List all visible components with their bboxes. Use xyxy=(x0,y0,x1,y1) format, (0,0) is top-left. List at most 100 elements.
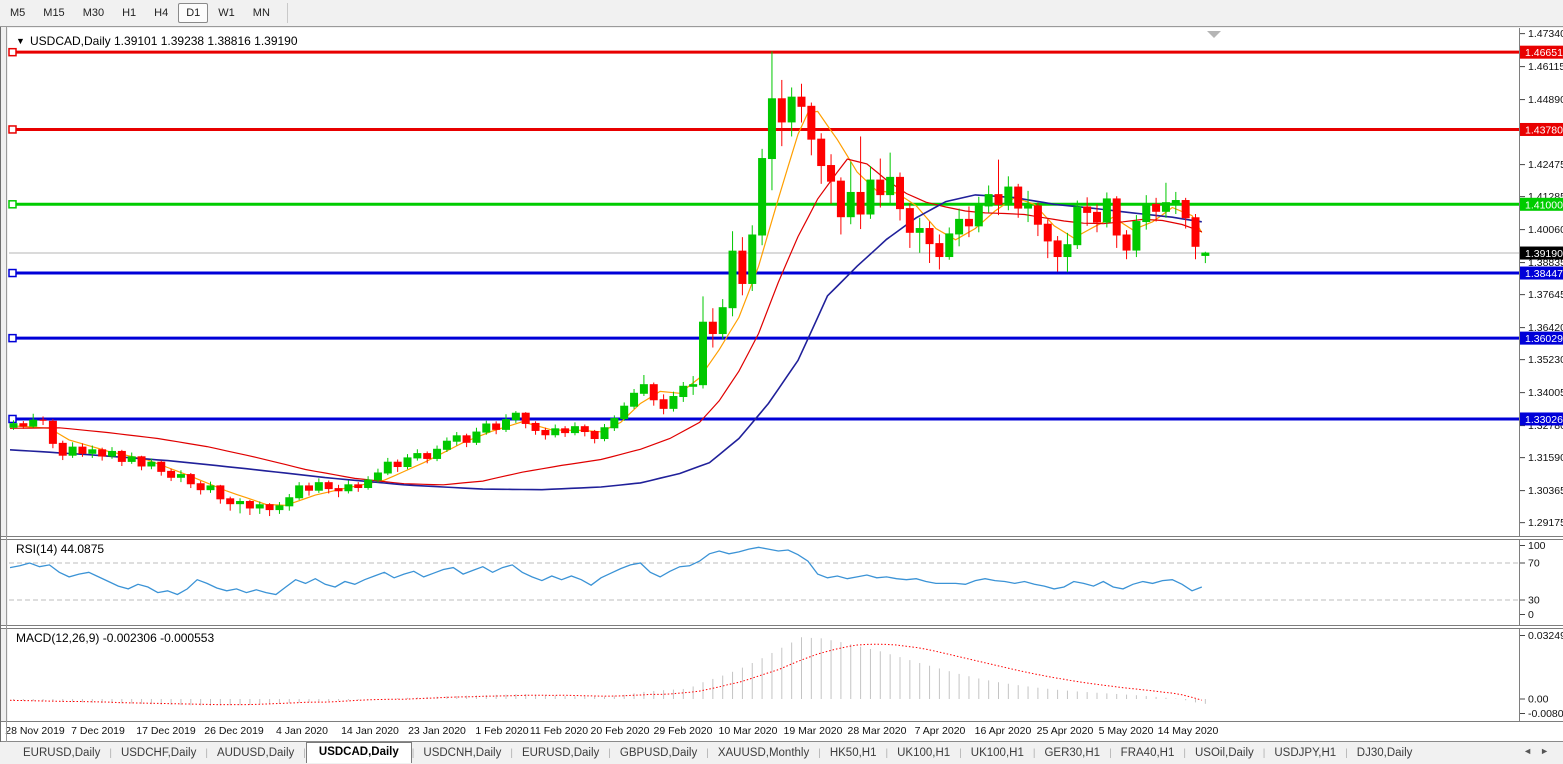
tab-divider: | xyxy=(411,747,415,759)
level-handle[interactable] xyxy=(8,333,17,343)
tab-usdcnh-daily[interactable]: USDCNH,Daily xyxy=(423,747,502,759)
candle-body xyxy=(561,428,570,434)
window-frame-line xyxy=(0,27,1,742)
price-tag xyxy=(1520,331,1563,345)
candle-body xyxy=(255,504,264,509)
tab-usdjpy-h1[interactable]: USDJPY,H1 xyxy=(1274,747,1337,759)
candle-body xyxy=(1132,221,1141,251)
candle-body xyxy=(383,461,392,474)
tab-divider: | xyxy=(205,747,208,759)
level-handle[interactable] xyxy=(8,414,17,424)
rsi-title: RSI(14) 44.0875 xyxy=(16,542,104,556)
tab-divider: | xyxy=(608,747,611,759)
candle-body xyxy=(236,501,245,505)
tab-divider: | xyxy=(885,747,889,759)
date-tick-label: 17 Dec 2019 xyxy=(136,725,196,737)
timeframe-button-h1[interactable]: H1 xyxy=(122,7,137,19)
candle-body xyxy=(285,497,294,507)
price-tag-label: 1.43780 xyxy=(1525,124,1563,136)
tab-hk50-h1[interactable]: HK50,H1 xyxy=(829,747,877,759)
timeframe-button-m30[interactable]: M30 xyxy=(82,7,105,19)
timeframe-button-h4[interactable]: H4 xyxy=(154,7,169,19)
date-tick-label: 29 Feb 2020 xyxy=(653,725,713,737)
tab-divider: | xyxy=(959,747,962,759)
candle-body xyxy=(905,208,914,233)
timeframe-button-m15[interactable]: M15 xyxy=(43,7,65,19)
candle-body xyxy=(1073,206,1082,246)
candle-body xyxy=(649,384,658,401)
chart-title: USDCAD,Daily 1.39101 1.39238 1.38816 1.3… xyxy=(30,34,298,48)
candle-body xyxy=(472,431,481,443)
tab-uk100-h1[interactable]: UK100,H1 xyxy=(970,747,1024,759)
tab-gbpusd-daily[interactable]: GBPUSD,Daily xyxy=(619,747,698,759)
candle-body xyxy=(807,105,816,140)
timeframe-button-mn[interactable]: MN xyxy=(252,7,270,19)
date-tick-label: 10 Mar 2020 xyxy=(718,725,778,737)
scroll-to-end-marker-icon[interactable] xyxy=(1207,31,1221,38)
date-tick-label: 7 Apr 2020 xyxy=(914,725,966,737)
tab-scroll-right-icon[interactable]: ► xyxy=(1540,746,1557,756)
candle-body xyxy=(718,307,727,335)
date-tick-label: 28 Mar 2020 xyxy=(847,725,907,737)
tab-eurusd-daily[interactable]: EURUSD,Daily xyxy=(521,747,600,759)
tab-usdcad-daily[interactable]: USDCAD,Daily xyxy=(305,741,412,763)
date-tick-label: 5 May 2020 xyxy=(1098,725,1154,737)
candle-body xyxy=(600,427,609,440)
tab-audusd-daily[interactable]: AUDUSD,Daily xyxy=(216,747,295,759)
candle-body xyxy=(433,448,442,459)
level-handle[interactable] xyxy=(8,268,17,278)
price-tag-label: 1.33026 xyxy=(1525,414,1563,426)
moving-average-ma-mid xyxy=(9,158,1203,486)
moving-average-ma-slow xyxy=(9,194,1202,491)
candle-body xyxy=(245,501,254,509)
pane-separator[interactable] xyxy=(0,625,1563,629)
candle-body xyxy=(1142,203,1151,223)
candle-body xyxy=(1083,206,1092,213)
candle-body xyxy=(758,158,767,236)
candle-body xyxy=(728,250,737,309)
candle-body xyxy=(314,482,323,491)
candle-body xyxy=(1152,203,1161,212)
date-tick-label: 16 Apr 2020 xyxy=(974,725,1032,737)
price-tick-label: 1.30365 xyxy=(1528,485,1563,497)
candle-body xyxy=(531,422,540,431)
candle-body xyxy=(994,194,1003,205)
tab-divider: | xyxy=(303,747,306,759)
symbol-dropdown-arrow-icon[interactable]: ▼ xyxy=(16,36,25,46)
toolbar-separator xyxy=(286,3,288,23)
candle-body xyxy=(295,485,304,499)
candle-body xyxy=(305,485,313,491)
candle-body xyxy=(1033,205,1042,225)
tab-uk100-h1[interactable]: UK100,H1 xyxy=(897,747,951,759)
price-tick-label: 1.38835 xyxy=(1528,257,1563,269)
tab-ger30-h1[interactable]: GER30,H1 xyxy=(1044,747,1101,759)
tab-xauusd-monthly[interactable]: XAUUSD,Monthly xyxy=(717,747,810,759)
timeframe-button-m5[interactable]: M5 xyxy=(10,7,26,19)
tab-divider: | xyxy=(1183,747,1186,759)
rsi-line xyxy=(9,546,1203,596)
candle-body xyxy=(945,233,954,258)
timeframe-button-w1[interactable]: W1 xyxy=(218,7,235,19)
pane-separator[interactable] xyxy=(0,536,1563,540)
tab-eurusd-daily[interactable]: EURUSD,Daily xyxy=(23,747,101,759)
level-handle[interactable] xyxy=(8,125,17,134)
tab-usdchf-daily[interactable]: USDCHF,Daily xyxy=(120,747,197,759)
rsi-indicator-pane: 100 70 30 0 RSI(14) 44.0875 xyxy=(8,540,1563,625)
candle-body xyxy=(541,429,550,436)
candle-body xyxy=(836,180,845,218)
macd-tick-label: 0.032493 xyxy=(1528,630,1563,642)
timeframe-button-d1[interactable]: D1 xyxy=(178,3,209,23)
candle-body xyxy=(147,461,156,467)
tab-dj30-daily[interactable]: DJ30,Daily xyxy=(1356,747,1413,759)
price-tick-label: 1.36420 xyxy=(1528,322,1563,334)
tab-usoil-daily[interactable]: USOil,Daily xyxy=(1194,747,1254,759)
tab-scroll-left-icon[interactable]: ◄ xyxy=(1523,746,1541,756)
date-tick-label: 1 Feb 2020 xyxy=(475,725,529,737)
level-handle[interactable] xyxy=(8,200,17,209)
level-handle[interactable] xyxy=(8,47,17,57)
candle-body xyxy=(1201,252,1210,256)
candle-body xyxy=(797,96,806,107)
date-tick-label: 20 Feb 2020 xyxy=(590,725,650,737)
tab-fra40-h1[interactable]: FRA40,H1 xyxy=(1120,747,1175,759)
candle-body xyxy=(393,461,402,468)
